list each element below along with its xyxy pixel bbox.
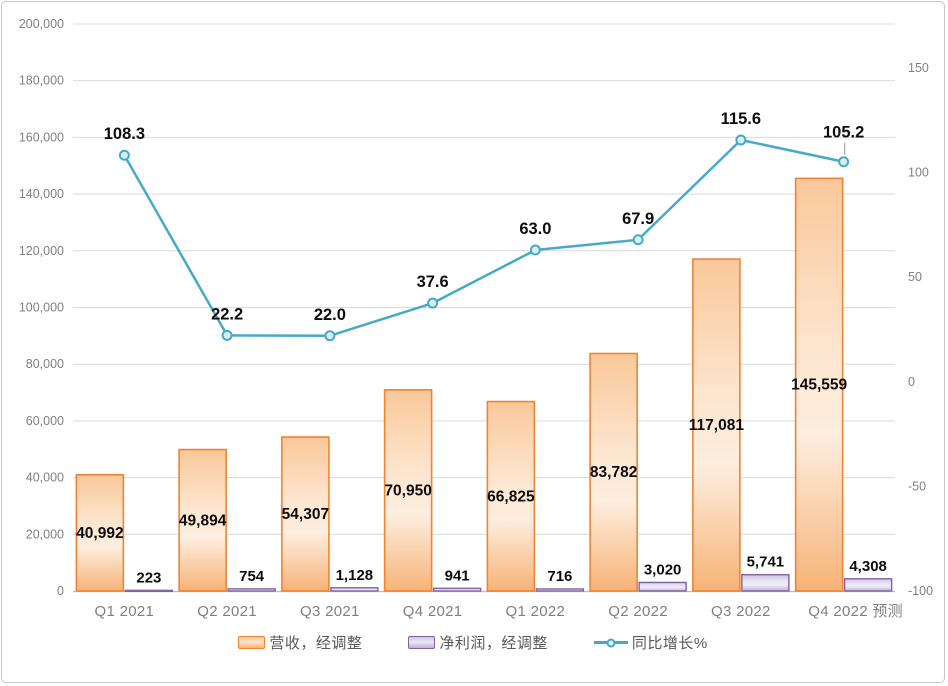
growth-point-marker[interactable] [529,244,541,256]
category-label: Q4 2021 [403,603,463,620]
left-axis-tick: 200,000 [19,17,64,31]
growth-point-marker[interactable] [118,149,130,161]
revenue-data-label: 54,307 [282,506,329,523]
growth-data-label: 22.0 [314,306,346,324]
category-label: Q1 2022 [506,603,566,620]
left-axis-tick: 0 [57,584,64,598]
revenue-bar[interactable] [178,448,227,592]
chart-legend: 营收，经调整 净利润，经调整 同比增长% [2,632,944,653]
left-axis-tick: 100,000 [19,301,64,315]
growth-data-label: 108.3 [104,125,145,143]
netprofit-swatch-icon [408,636,436,649]
revenue-data-label: 49,894 [179,512,227,529]
growth-point-marker[interactable] [427,297,439,309]
revenue-bar[interactable] [383,389,433,592]
revenue-data-label: 83,782 [590,464,637,481]
left-axis-tick: 60,000 [26,414,64,428]
revenue-bar[interactable] [589,352,638,592]
right-axis-tick: -50 [908,479,926,493]
revenue-data-label: 70,950 [384,482,431,499]
revenue-bar[interactable] [486,400,536,592]
growth-point-marker[interactable] [838,156,850,168]
revenue-bar[interactable] [75,473,125,592]
revenue-data-label: 40,992 [76,525,123,542]
revenue-bar[interactable] [281,436,330,592]
netprofit-data-label: 3,020 [644,561,682,578]
left-axis-tick: 120,000 [19,244,64,258]
left-axis-tick: 20,000 [26,527,64,541]
revenue-data-label: 117,081 [689,417,745,434]
netprofit-bar[interactable] [535,588,585,592]
growth-line-marker-icon [593,638,628,647]
left-axis-tick: 140,000 [19,187,64,201]
right-axis-tick: -100 [908,584,933,598]
category-label: Q1 2021 [95,603,155,620]
legend-item-growth[interactable]: 同比增长% [593,632,708,653]
growth-point-marker[interactable] [632,234,644,246]
growth-point-marker[interactable] [735,134,747,146]
netprofit-data-label: 716 [547,568,572,585]
growth-data-label: 115.6 [721,110,761,128]
growth-point-marker[interactable] [324,330,336,342]
legend-item-netprofit[interactable]: 净利润，经调整 [408,632,548,653]
revenue-data-label: 66,825 [487,488,535,505]
left-axis-tick: 40,000 [26,471,64,485]
netprofit-data-label: 223 [136,569,161,586]
netprofit-bar[interactable] [741,574,790,592]
growth-data-label: 37.6 [417,273,449,291]
right-axis-tick: 50 [908,270,922,284]
netprofit-data-label: 5,741 [747,554,785,571]
legend-label-growth: 同比增长% [631,635,708,652]
revenue-swatch-icon [238,636,266,649]
category-label: Q4 2022 预测 [808,603,903,620]
growth-data-label: 63.0 [519,220,551,238]
netprofit-data-label: 1,128 [336,567,374,584]
netprofit-data-label: 754 [239,568,265,585]
netprofit-bar[interactable] [330,587,379,592]
growth-data-label: 105.2 [823,124,864,142]
netprofit-bar[interactable] [843,578,893,592]
growth-point-marker[interactable] [221,329,233,341]
netprofit-bar[interactable] [432,587,482,592]
netprofit-data-label: 941 [445,567,470,584]
netprofit-bar[interactable] [638,581,687,592]
revenue-data-label: 145,559 [791,377,847,394]
netprofit-data-label: 4,308 [849,558,887,575]
right-axis-tick: 100 [908,166,929,180]
legend-label-revenue: 营收，经调整 [269,635,363,652]
growth-data-label: 67.9 [622,210,654,228]
revenue-bar[interactable] [794,177,844,592]
left-axis-tick: 80,000 [26,357,64,371]
category-label: Q3 2021 [300,603,360,620]
category-label: Q2 2022 [608,603,668,620]
category-label: Q2 2021 [197,603,257,620]
revenue-bar[interactable] [692,258,741,592]
legend-label-netprofit: 净利润，经调整 [439,635,548,652]
right-axis-tick: 150 [908,61,929,75]
right-axis-tick: 0 [908,375,915,389]
netprofit-bar[interactable] [124,589,174,593]
left-axis-tick: 160,000 [19,130,64,144]
legend-item-revenue[interactable]: 营收，经调整 [238,632,362,653]
left-axis-tick: 180,000 [19,74,64,88]
netprofit-bar[interactable] [227,588,276,592]
category-label: Q3 2022 [711,603,771,620]
growth-line[interactable] [123,138,844,338]
growth-data-label: 22.2 [211,305,243,323]
